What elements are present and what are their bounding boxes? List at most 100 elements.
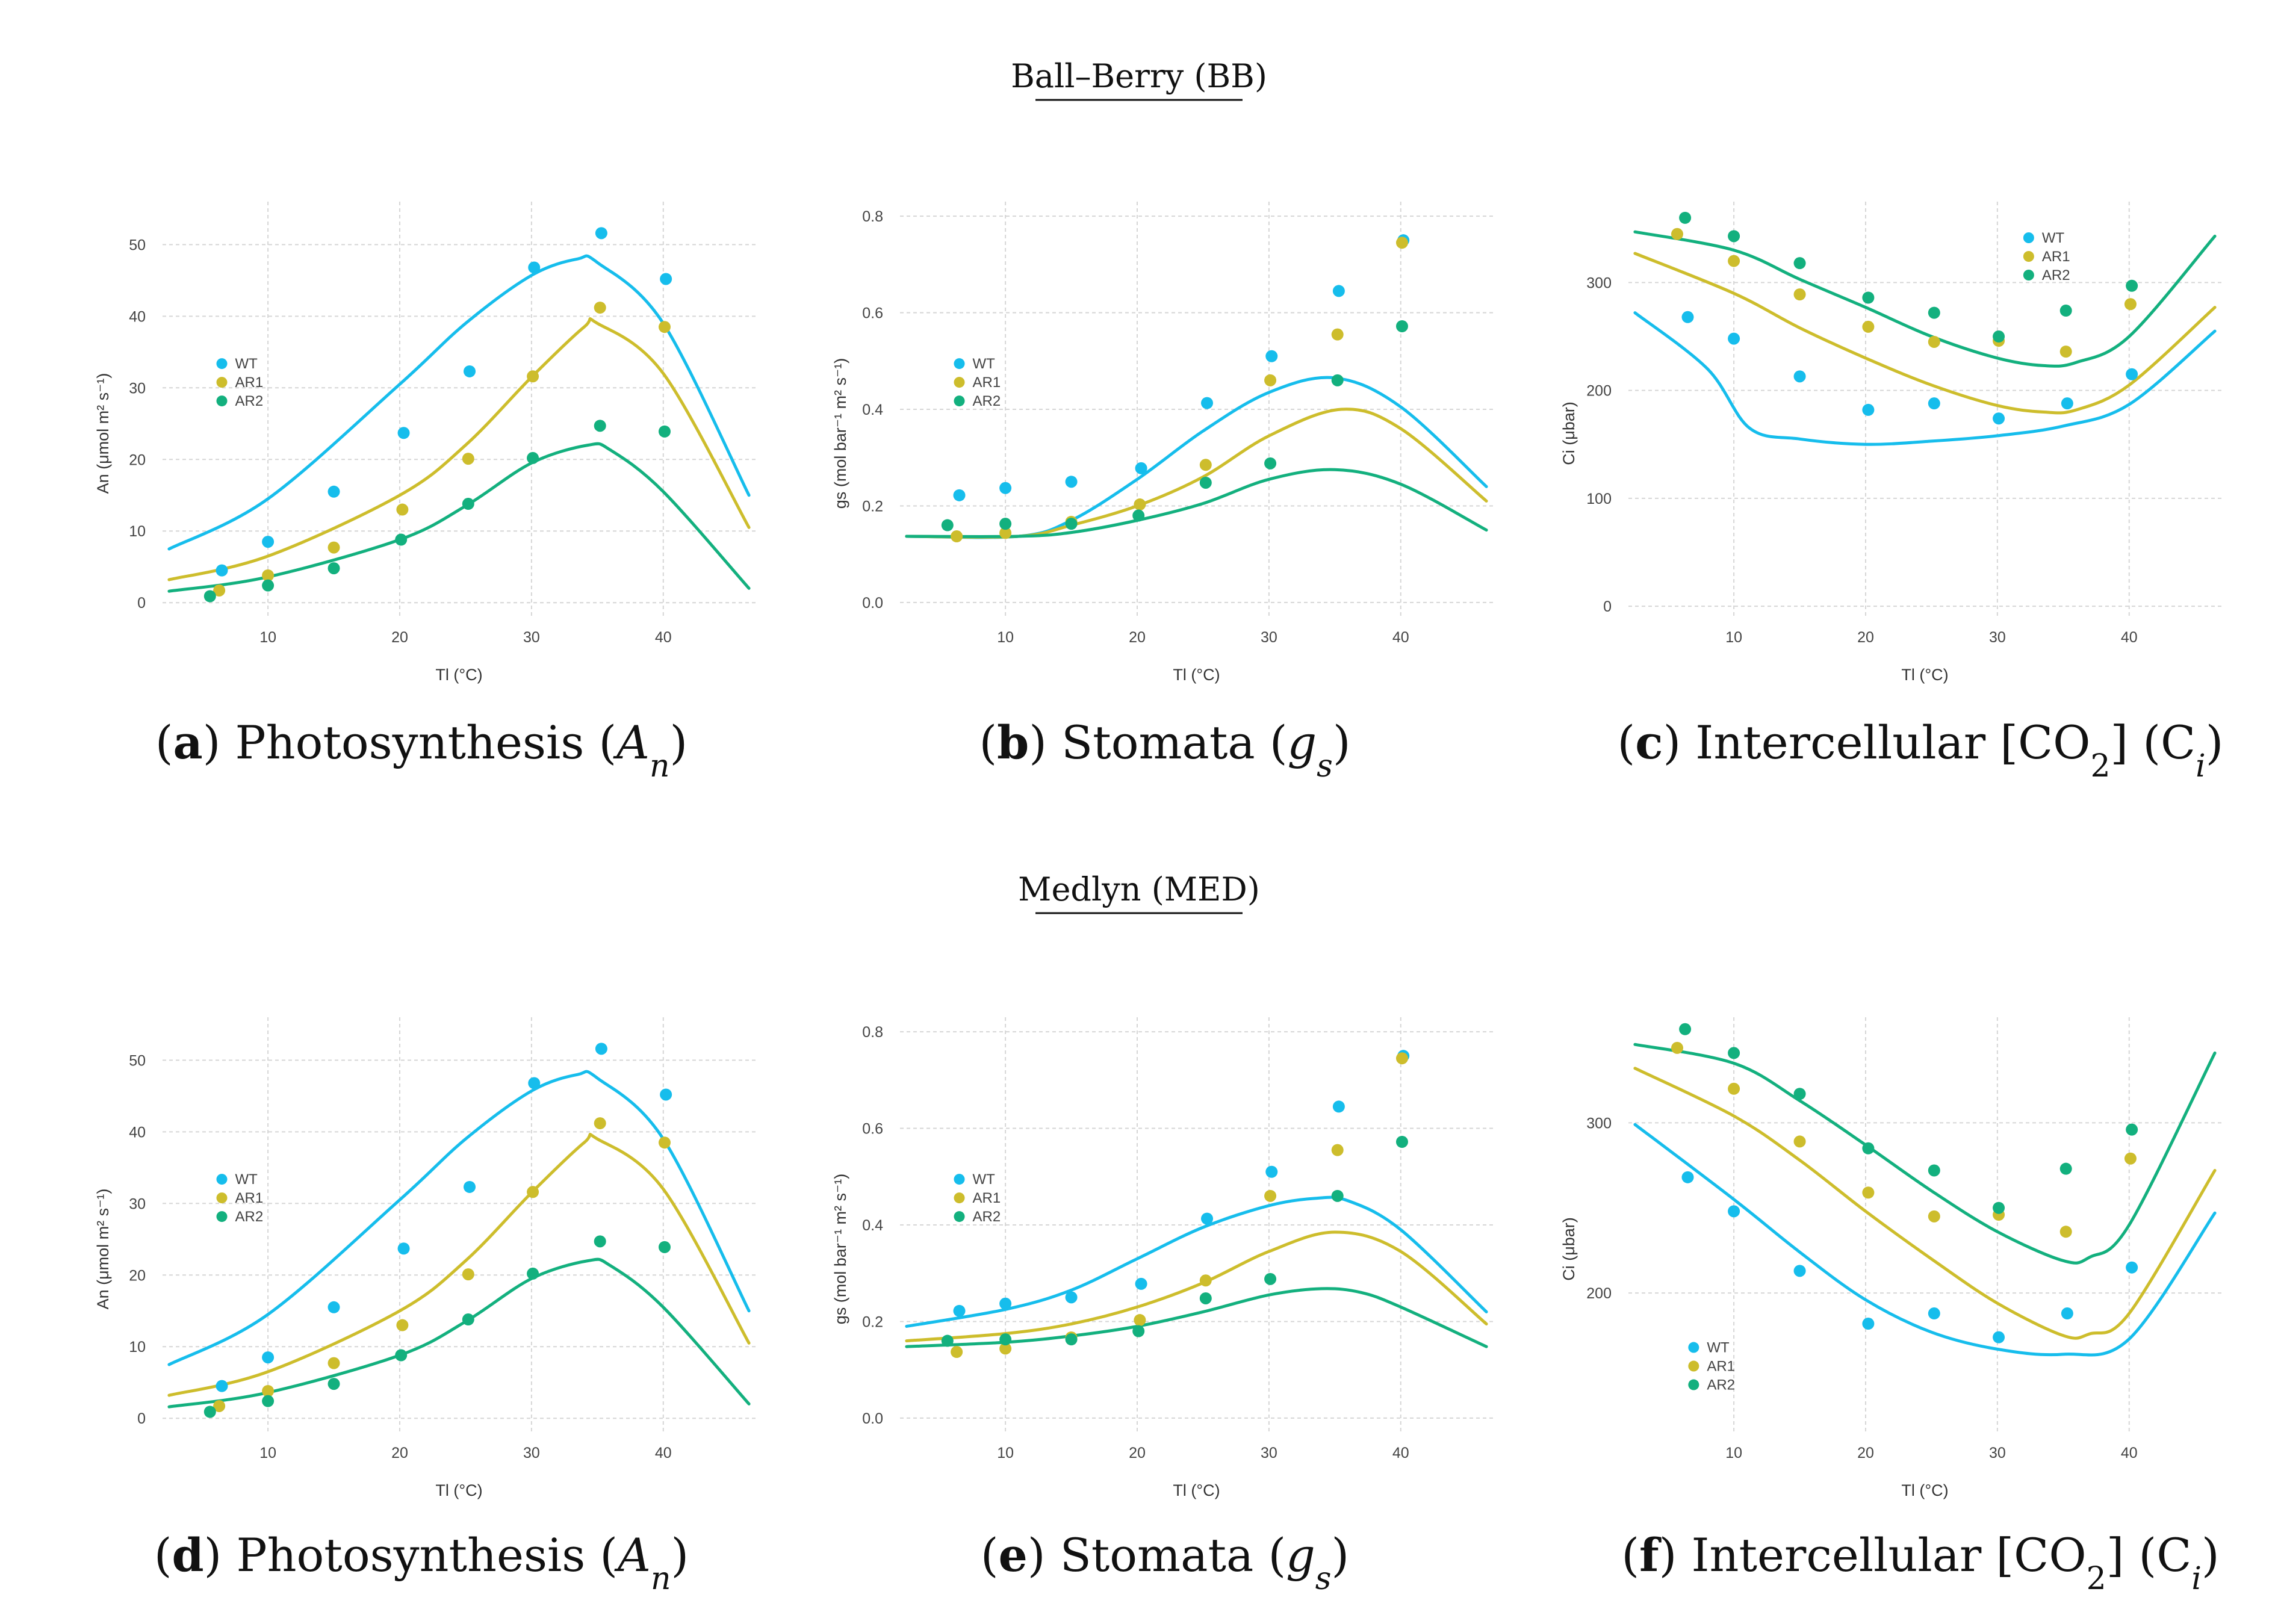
panel-c-point-ar1 — [1728, 255, 1740, 267]
panel-c-xlabel: Tl (°C) — [1901, 666, 1948, 684]
panel-c-xtick-label: 40 — [2121, 629, 2138, 646]
panel-d-point-ar1 — [594, 1117, 606, 1130]
panel-f-point-wt — [1993, 1331, 2005, 1344]
panel-d-point-ar2 — [262, 1395, 275, 1407]
panel-b-point-ar2 — [1264, 457, 1277, 470]
panel-b-legend-label-ar2: AR2 — [973, 393, 1001, 409]
panel-b-ytick-label: 0.0 — [862, 595, 883, 612]
panel-e-caption: (e) Stomata (gs) — [981, 1528, 1349, 1597]
panel-c-legend: WT AR1 AR2 — [2023, 230, 2070, 284]
panel-d-ytick-label: 40 — [129, 1124, 146, 1141]
panel-e-ytick-label: 0.0 — [862, 1410, 883, 1427]
panel-e-point-wt — [1265, 1165, 1278, 1178]
panel-b-xtick-label: 10 — [997, 629, 1014, 646]
panel-b-legend-marker-wt — [954, 358, 965, 370]
section-title-med: Medlyn (MED) — [1018, 870, 1260, 914]
panel-d-point-ar2 — [203, 1406, 216, 1418]
panel-d-point-ar2 — [527, 1267, 539, 1280]
panel-f-point-ar1 — [1928, 1210, 1940, 1223]
panel-d-curve-ar1 — [167, 1133, 751, 1397]
panel-b-curve-ar1 — [905, 408, 1488, 539]
panel-a-point-wt — [464, 365, 476, 377]
panel-f-ytick-label: 300 — [1586, 1115, 1612, 1132]
panel-f-legend-marker-ar2 — [1688, 1379, 1699, 1390]
panel-b-point-ar2 — [1199, 476, 1212, 489]
panel-a-caption: (a) Photosynthesis (An) — [155, 716, 687, 784]
panel-f-point-wt — [2061, 1307, 2073, 1320]
panel-d-ytick-label: 0 — [137, 1410, 146, 1427]
panel-e-curve-ar1 — [905, 1230, 1488, 1343]
panel-f-xtick-label: 40 — [2121, 1445, 2138, 1461]
panel-d-point-wt — [262, 1351, 275, 1364]
panel-f-point-wt — [1928, 1307, 1940, 1320]
panel-d-point-wt — [464, 1180, 476, 1193]
panel-a-point-ar2 — [594, 420, 606, 432]
panel-d-point-ar2 — [327, 1378, 340, 1390]
panel-d-legend: WT AR1 AR2 — [216, 1171, 264, 1225]
panel-d-point-wt — [327, 1301, 340, 1313]
panel-d-point-wt — [595, 1043, 607, 1055]
panel-d-point-wt — [216, 1380, 228, 1392]
panel-e-legend-marker-ar1 — [954, 1192, 965, 1204]
panel-a-xtick-label: 10 — [259, 629, 276, 646]
panel-f-point-wt — [1862, 1318, 1875, 1330]
panel-d-point-wt — [528, 1077, 541, 1089]
panel-b-ylabel: gs (mol bar⁻¹ m² s⁻¹) — [831, 358, 849, 509]
panel-e-xtick-label: 20 — [1129, 1445, 1146, 1461]
panel-e-point-wt — [1065, 1291, 1078, 1304]
panel-c-legend-label-ar2: AR2 — [2042, 267, 2070, 284]
panel-c-point-ar1 — [1928, 335, 1940, 348]
panel-c-point-ar2 — [1993, 330, 2005, 343]
panel-a-point-ar1 — [262, 569, 275, 581]
panel-e-point-ar2 — [941, 1334, 954, 1347]
panel-c-legend-marker-ar1 — [2023, 251, 2034, 262]
panel-e-legend-marker-ar2 — [954, 1211, 965, 1223]
panel-b-curve-ar2 — [905, 468, 1488, 538]
panel-d-curve-ar2 — [167, 1257, 751, 1409]
panels: 10 20 30 40 0 10 20 30 40 50 Tl (°C) An (μmol m² s⁻… — [94, 202, 2223, 1597]
panel-b-point-ar2 — [1331, 374, 1344, 386]
panel-e-point-ar2 — [1199, 1292, 1212, 1304]
panel-d-point-wt — [660, 1088, 672, 1101]
panel-e-point-ar1 — [1264, 1189, 1277, 1202]
panel-e-point-wt — [953, 1304, 966, 1317]
panel-f-caption: (f) Intercellular [CO2] (Ci) — [1621, 1528, 2219, 1597]
panel-b-caption: (b) Stomata (gs) — [979, 716, 1350, 784]
panel-d-point-wt — [397, 1242, 410, 1255]
panel-a-point-ar2 — [203, 590, 216, 603]
panel-f-curve-ar2 — [1633, 1043, 2217, 1265]
panel-d-point-ar1 — [396, 1319, 409, 1331]
panel-c-point-ar2 — [1728, 230, 1740, 243]
panel-c-ylabel: Ci (μbar) — [1560, 401, 1578, 465]
panel-b-ytick-label: 0.6 — [862, 305, 883, 322]
panel-b: 10 20 30 40 0.0 0.2 0.4 0.6 0.8 Tl (°C) gs (mol ba… — [831, 202, 1493, 784]
panel-c-curve-ar2 — [1633, 230, 2217, 368]
panel-c-point-wt — [1681, 311, 1694, 323]
panel-a-ytick-label: 30 — [129, 380, 146, 397]
panel-d-xtick-label: 40 — [655, 1445, 672, 1461]
panel-c-point-ar2 — [1679, 211, 1692, 224]
panel-a-xtick-label: 20 — [391, 629, 408, 646]
panel-a-legend-marker-ar1 — [216, 377, 228, 388]
panel-b-point-ar2 — [1065, 518, 1078, 530]
panel-c-point-ar2 — [2126, 279, 2138, 292]
panel-d-point-ar2 — [462, 1313, 474, 1326]
panel-e-legend: WT AR1 AR2 — [954, 1171, 1001, 1225]
panel-e: 10 20 30 40 0.0 0.2 0.4 0.6 0.8 Tl (°C) gs (mol ba… — [831, 1017, 1493, 1597]
panel-c-ytick-label: 200 — [1586, 383, 1612, 400]
panel-c-point-ar1 — [1793, 288, 1806, 301]
panel-f-point-ar2 — [1728, 1047, 1740, 1059]
panel-c-point-ar2 — [2059, 305, 2072, 317]
panel-c-legend-marker-ar2 — [2023, 270, 2034, 280]
panel-f-point-ar1 — [1793, 1135, 1806, 1148]
panel-b-point-ar2 — [999, 518, 1012, 530]
panel-b-point-wt — [999, 482, 1012, 494]
panel-d-point-ar2 — [658, 1241, 671, 1253]
panel-e-xtick-label: 30 — [1261, 1445, 1277, 1461]
panel-b-point-wt — [1135, 462, 1147, 474]
panel-b-ytick-label: 0.8 — [862, 208, 883, 225]
panel-d-legend-label-ar2: AR2 — [235, 1209, 264, 1225]
panel-e-legend-marker-wt — [954, 1174, 965, 1185]
panel-c-grid — [1628, 202, 2221, 617]
